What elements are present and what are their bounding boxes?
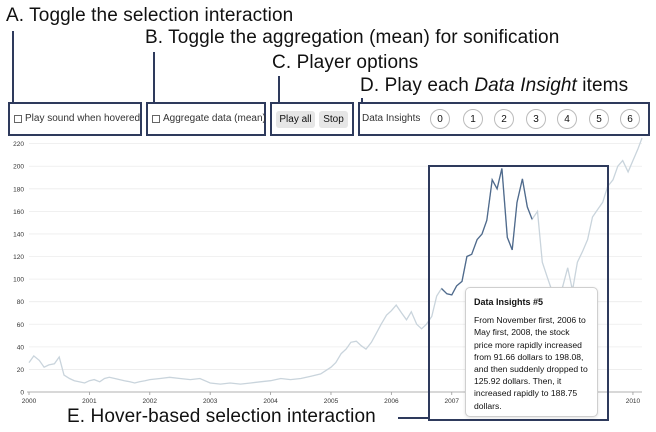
y-tick-label: 160 [13, 209, 24, 216]
aggregate-toggle[interactable]: Aggregate data (mean) [152, 113, 266, 124]
callout-d: D. Play each Data Insight items [360, 75, 628, 97]
aggregate-label: Aggregate data (mean) [163, 113, 266, 124]
y-axis: 0 20 40 60 80 100 120 140 160 180 200 220 [13, 141, 24, 396]
y-tick-label: 60 [17, 322, 25, 329]
callout-a-box [8, 102, 142, 136]
stop-button[interactable]: Stop [319, 111, 348, 128]
callout-d-suffix: items [576, 75, 629, 96]
x-tick-label: 2002 [143, 398, 158, 405]
leader-d [361, 98, 363, 102]
x-tick-label: 2005 [324, 398, 339, 405]
callout-d-emphasis: Data Insight [474, 75, 577, 96]
x-tick-label: 2003 [203, 398, 218, 405]
callout-d-prefix: D. Play each [360, 75, 475, 96]
y-tick-label: 0 [20, 390, 24, 397]
play-all-button[interactable]: Play all [276, 111, 315, 128]
x-tick-label: 2006 [384, 398, 399, 405]
insight-button-5[interactable]: 5 [589, 109, 609, 129]
y-tick-label: 140 [13, 231, 24, 238]
callout-b-box [146, 102, 266, 136]
aggregate-checkbox[interactable] [152, 114, 160, 123]
callout-e: E. Hover-based selection interaction [64, 406, 379, 428]
leader-c [278, 76, 280, 102]
insight-button-4[interactable]: 4 [557, 109, 577, 129]
hover-sound-label: Play sound when hovered [25, 113, 141, 124]
y-tick-label: 200 [13, 164, 24, 171]
callout-c: C. Player options [272, 52, 419, 73]
hover-selection-box[interactable] [428, 165, 609, 421]
y-tick-label: 120 [13, 254, 24, 261]
hover-sound-checkbox[interactable] [14, 114, 22, 123]
highlighted-series-line [441, 168, 533, 296]
hover-sound-toggle[interactable]: Play sound when hovered [14, 113, 140, 124]
leader-b [153, 52, 155, 102]
y-tick-label: 220 [13, 141, 24, 148]
tooltip-body: From November first, 2006 to May first, … [474, 315, 588, 411]
insight-button-3[interactable]: 3 [526, 109, 546, 129]
x-tick-label: 2010 [626, 398, 641, 405]
insight-button-1[interactable]: 1 [463, 109, 483, 129]
y-tick-label: 40 [17, 344, 25, 351]
leader-e [398, 417, 428, 419]
y-tick-label: 80 [17, 299, 25, 306]
tooltip-title: Data Insights #5 [474, 297, 544, 307]
x-tick-label: 2004 [263, 398, 278, 405]
x-tick-label: 2001 [82, 398, 97, 405]
insight-tooltip: Data Insights #5 From November first, 20… [465, 287, 598, 417]
data-insights-label: Data Insights [362, 113, 421, 124]
insight-button-2[interactable]: 2 [494, 109, 514, 129]
y-tick-label: 100 [13, 277, 24, 284]
callout-b: B. Toggle the aggregation (mean) for son… [145, 27, 560, 48]
insight-button-6[interactable]: 6 [620, 109, 640, 129]
x-tick-label: 2000 [22, 398, 37, 405]
y-tick-label: 180 [13, 186, 24, 193]
leader-a [12, 31, 14, 102]
y-tick-label: 20 [17, 367, 25, 374]
x-tick-label: 2007 [445, 398, 460, 405]
callout-a: A. Toggle the selection interaction [6, 5, 294, 26]
insight-button-0[interactable]: 0 [430, 109, 450, 129]
